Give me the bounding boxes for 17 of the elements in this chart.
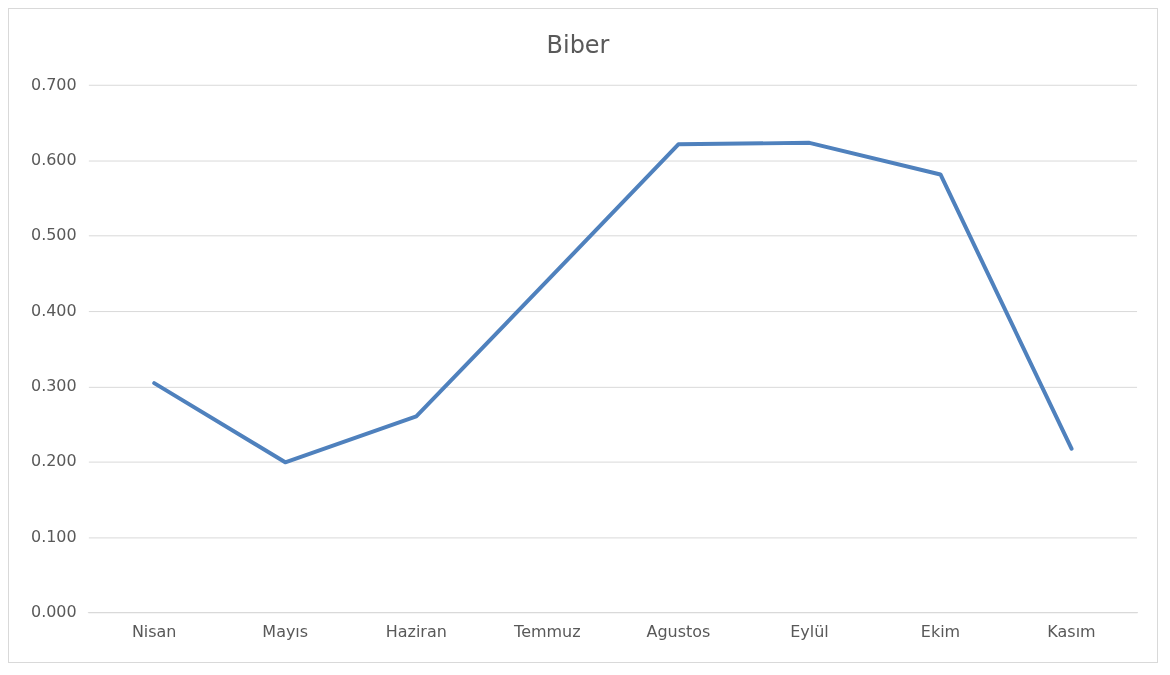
x-tick-label: Temmuz xyxy=(513,621,581,641)
x-tick-label: Ekim xyxy=(920,621,961,641)
x-tick-label: Agustos xyxy=(646,621,711,641)
y-tick-label: 0.500 xyxy=(30,225,77,245)
x-tick-label: Mayıs xyxy=(262,621,309,641)
y-tick-label: 0.100 xyxy=(30,526,77,546)
y-tick-label: 0.300 xyxy=(30,376,77,396)
x-tick-label: Haziran xyxy=(385,621,447,641)
x-tick-label: Nisan xyxy=(131,621,177,641)
y-tick-label: 0.700 xyxy=(30,74,77,94)
y-tick-label: 0.400 xyxy=(30,300,77,320)
y-tick-label: 0.000 xyxy=(30,602,77,622)
y-tick-label: 0.200 xyxy=(30,451,77,471)
y-tick-label: 0.600 xyxy=(30,150,77,170)
x-tick-label: Eylül xyxy=(790,621,829,641)
chart-title: Biber xyxy=(546,31,610,60)
x-tick-label: Kasım xyxy=(1047,621,1096,641)
